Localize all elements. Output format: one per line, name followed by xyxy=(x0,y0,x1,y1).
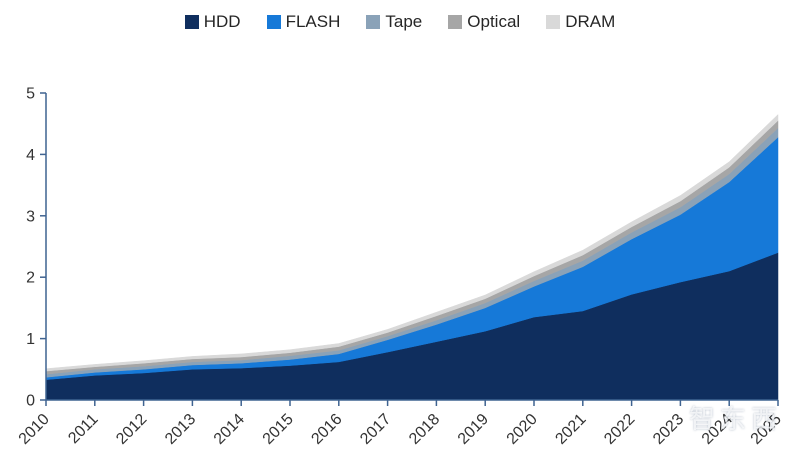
x-tick-label: 2021 xyxy=(552,411,589,448)
x-tick-label: 2022 xyxy=(601,411,638,448)
legend-item-optical: Optical xyxy=(448,12,520,32)
y-tick-label: 2 xyxy=(26,270,35,287)
x-tick-label: 2012 xyxy=(113,411,150,448)
legend-label: HDD xyxy=(203,12,241,31)
x-tick-label: 2018 xyxy=(406,411,443,448)
x-tick-label: 2010 xyxy=(16,411,53,448)
x-tick-label: 2019 xyxy=(455,411,492,448)
legend-swatch-dram xyxy=(546,15,561,29)
y-tick-label: 4 xyxy=(26,147,35,164)
legend-label: Optical xyxy=(467,12,521,31)
y-tick-label: 1 xyxy=(26,331,35,348)
legend-item-dram: DRAM xyxy=(546,12,615,32)
x-tick-label: 2020 xyxy=(504,411,541,448)
y-tick-label: 0 xyxy=(26,393,35,410)
legend-swatch-optical xyxy=(448,15,463,29)
y-tick-label: 5 xyxy=(26,86,35,103)
legend-label: FLASH xyxy=(285,12,341,31)
legend-swatch-tape xyxy=(366,15,381,29)
legend-item-hdd: HDD xyxy=(184,12,241,32)
x-tick-label: 2017 xyxy=(357,411,394,448)
legend-item-tape: Tape xyxy=(366,12,422,32)
y-tick-label: 3 xyxy=(26,208,35,225)
x-tick-label: 2011 xyxy=(65,411,101,447)
legend-label: Tape xyxy=(385,12,423,31)
legend-swatch-flash xyxy=(266,15,281,29)
area-band-dram xyxy=(45,113,779,372)
x-tick-label: 2015 xyxy=(260,411,297,448)
legend-label: DRAM xyxy=(565,12,616,31)
x-tick-label: 2013 xyxy=(162,411,199,448)
legend-item-flash: FLASH xyxy=(266,12,341,32)
x-tick-label: 2014 xyxy=(211,411,248,448)
x-tick-label: 2025 xyxy=(748,411,785,448)
x-tick-label: 2023 xyxy=(650,411,687,448)
x-tick-label: 2024 xyxy=(699,411,736,448)
chart-legend: HDD FLASH Tape Optical DRAM xyxy=(0,12,800,32)
x-tick-label: 2016 xyxy=(308,411,345,448)
legend-swatch-hdd xyxy=(184,15,199,29)
